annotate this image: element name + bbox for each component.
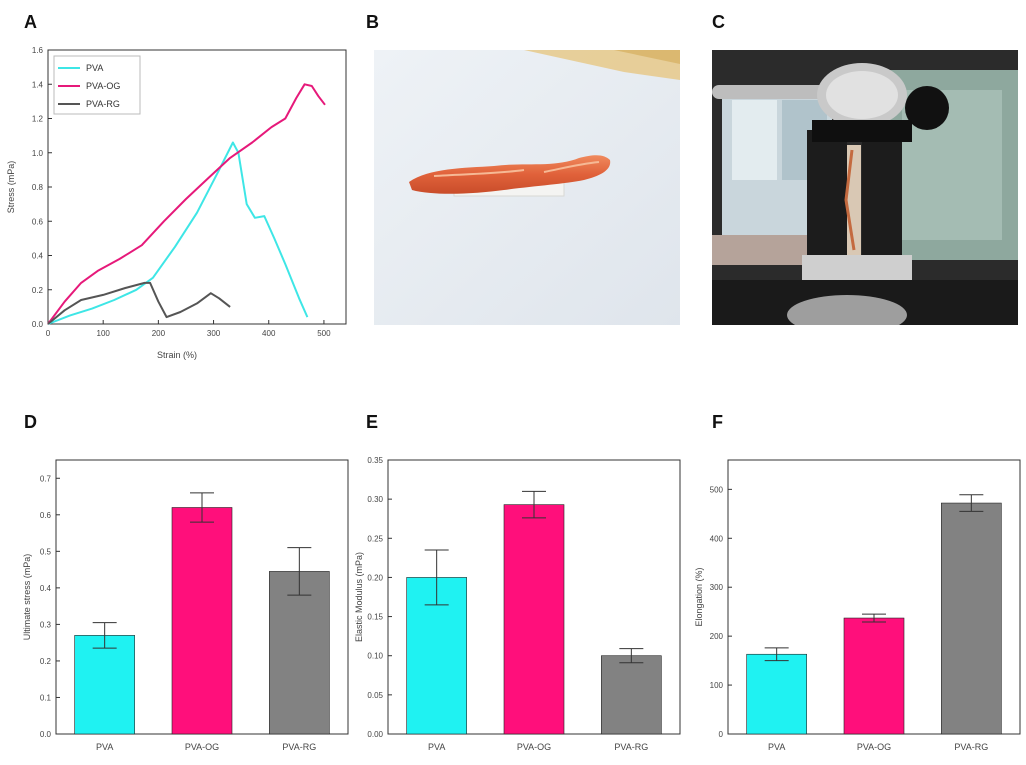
x-tick-label: 100: [97, 329, 111, 338]
y-axis-label: Ultimate stress (mPa): [22, 554, 32, 641]
bar-pva-og: [171, 507, 233, 735]
y-tick-label: 0.00: [367, 730, 383, 739]
y-tick-label: 500: [710, 485, 724, 494]
category-label: PVA-OG: [185, 742, 219, 752]
category-label: PVA-RG: [282, 742, 316, 752]
legend-label: PVA: [86, 63, 103, 73]
elongation-chart: 0 100 200 300 400 500 Elongation (%) PVA PVA-OG P…: [694, 459, 1021, 752]
bar-pva-rg: [269, 571, 330, 735]
category-label: PVA: [96, 742, 113, 752]
y-tick-label: 0.0: [32, 320, 44, 329]
ultimate-stress-chart: 0.0 0.1 0.2 0.3 0.4 0.5 0.6 0.7 Ultimate stress …: [22, 459, 349, 752]
bar-pva-rg: [941, 502, 1002, 735]
elastic-modulus-chart: 0.00 0.05 0.10 0.15 0.20 0.25 0.30 0.35 Elastic …: [354, 456, 681, 752]
y-tick-label: 0.7: [40, 474, 52, 483]
x-tick-label: 500: [317, 329, 331, 338]
category-label: PVA-OG: [517, 742, 551, 752]
y-tick-label: 0.20: [367, 573, 383, 582]
category-label: PVA: [428, 742, 445, 752]
panel-label-f: F: [712, 412, 723, 432]
bar-pva: [746, 653, 807, 735]
x-tick-label: 300: [207, 329, 221, 338]
y-tick-label: 0.05: [367, 691, 383, 700]
y-tick-label: 0.1: [40, 693, 52, 702]
series-line-pva-og: [47, 83, 326, 325]
bar-pva-rg: [601, 655, 662, 735]
y-tick-label: 0.5: [40, 547, 52, 556]
panel-label-a: A: [24, 12, 37, 32]
y-tick-label: 0.15: [367, 613, 383, 622]
y-tick-label: 0.2: [40, 657, 52, 666]
y-tick-label: 0.0: [40, 730, 52, 739]
panel-label-b: B: [366, 12, 379, 32]
category-label: PVA-OG: [857, 742, 891, 752]
bar-pva-og: [503, 504, 565, 735]
scaffold-sample-photo: [374, 50, 680, 325]
y-tick-label: 100: [710, 681, 724, 690]
panel-label-c: C: [712, 12, 725, 32]
panel-label-e: E: [366, 412, 379, 432]
y-tick-label: 0.35: [367, 456, 383, 465]
category-label: PVA-RG: [954, 742, 988, 752]
y-tick-label: 0.6: [40, 511, 52, 520]
category-label: PVA: [768, 742, 785, 752]
y-axis-label: Stress (mPa): [6, 161, 16, 214]
y-axis-label: Elongation (%): [694, 567, 704, 626]
panel-label-d: D: [24, 412, 37, 432]
y-tick-label: 400: [710, 534, 724, 543]
y-tick-label: 1.0: [32, 149, 44, 158]
series-line-pva: [47, 141, 309, 325]
y-tick-label: 200: [710, 632, 724, 641]
y-tick-label: 0.2: [32, 286, 44, 295]
y-tick-label: 1.2: [32, 115, 44, 124]
y-tick-label: 0.3: [40, 620, 52, 629]
y-tick-label: 0.4: [32, 252, 44, 261]
y-tick-label: 0.25: [367, 534, 383, 543]
y-tick-label: 0.4: [40, 584, 52, 593]
bar-pva: [74, 635, 135, 735]
tensile-tester-photo: [712, 50, 1018, 325]
y-tick-label: 1.4: [32, 80, 44, 89]
stress-strain-chart: 0.0 0.2 0.4 0.6 0.8 1.0 1.2 1.4 1.6 0 100 200 300 400…: [6, 46, 347, 360]
x-axis-label: Strain (%): [157, 350, 197, 360]
x-tick-label: 0: [46, 329, 51, 338]
series-line-pva-rg: [47, 281, 231, 325]
legend-label: PVA-OG: [86, 81, 120, 91]
x-tick-label: 200: [152, 329, 166, 338]
y-tick-label: 0.6: [32, 217, 44, 226]
bar-pva-og: [843, 617, 905, 735]
y-tick-label: 0.10: [367, 652, 383, 661]
legend-label: PVA-RG: [86, 99, 120, 109]
y-tick-label: 0.8: [32, 183, 44, 192]
category-label: PVA-RG: [614, 742, 648, 752]
x-tick-label: 400: [262, 329, 276, 338]
y-tick-label: 0: [719, 730, 724, 739]
y-axis-label: Elastic Modulus (mPa): [354, 552, 364, 642]
y-tick-label: 300: [710, 583, 724, 592]
y-tick-label: 1.6: [32, 46, 44, 55]
y-tick-label: 0.30: [367, 495, 383, 504]
